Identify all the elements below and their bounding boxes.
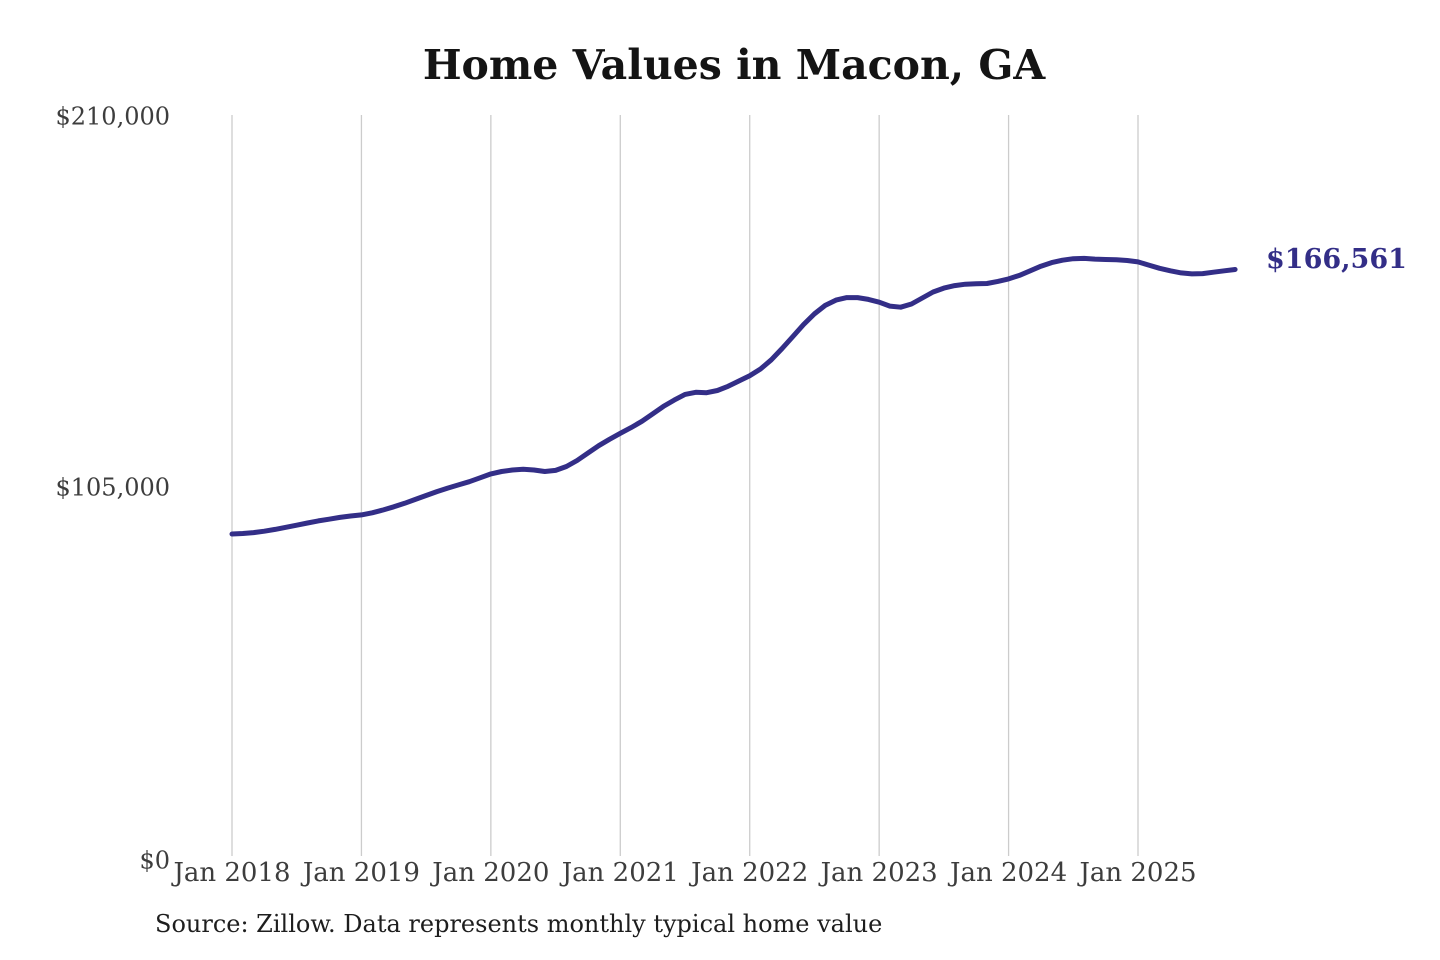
x-tick-label: Jan 2023 bbox=[818, 858, 938, 888]
y-tick-label: $0 bbox=[139, 847, 170, 875]
y-tick-label: $210,000 bbox=[55, 103, 170, 131]
chart-title: Home Values in Macon, GA bbox=[422, 41, 1046, 89]
x-tick-label: Jan 2019 bbox=[300, 858, 420, 888]
series-line bbox=[229, 255, 1238, 537]
source-note: Source: Zillow. Data represents monthly … bbox=[155, 910, 883, 938]
y-tick-label: $105,000 bbox=[55, 474, 170, 502]
x-tick-label: Jan 2022 bbox=[688, 858, 808, 888]
end-value-label: $166,561 bbox=[1266, 244, 1407, 275]
x-tick-label: Jan 2020 bbox=[429, 858, 549, 888]
x-tick-label: Jan 2025 bbox=[1076, 858, 1196, 888]
x-tick-label: Jan 2018 bbox=[170, 858, 290, 888]
x-tick-label: Jan 2021 bbox=[559, 858, 679, 888]
x-tick-label: Jan 2024 bbox=[947, 858, 1067, 888]
